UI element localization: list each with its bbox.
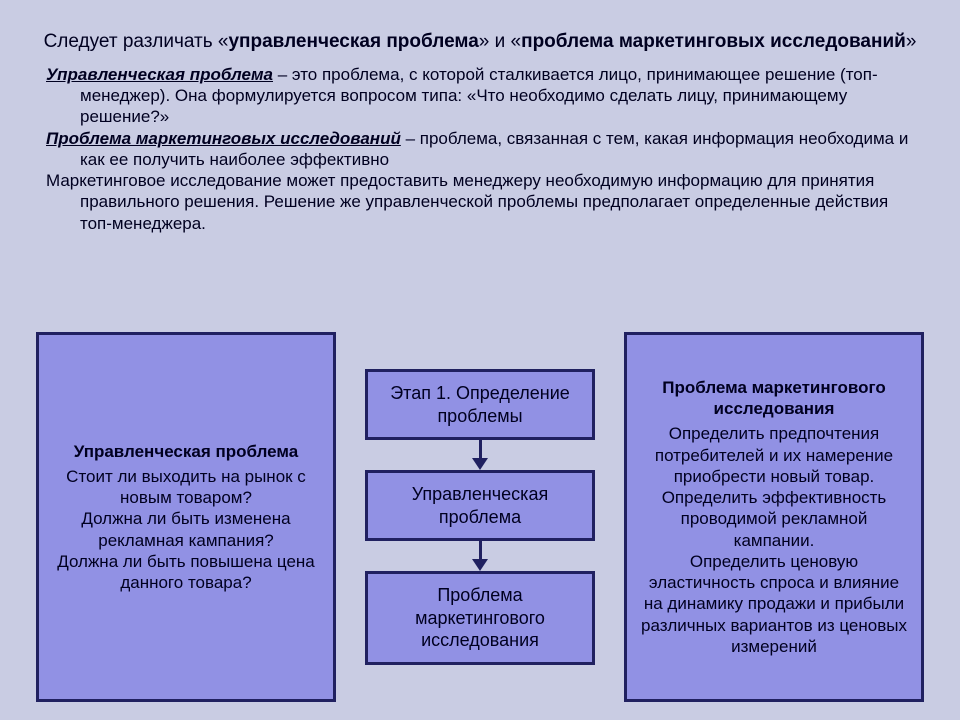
definition-1-term: Управленческая проблема xyxy=(46,65,273,84)
slide: Следует различать «управленческая пробле… xyxy=(0,0,960,720)
definition-3: Маркетинговое исследование может предост… xyxy=(46,170,924,234)
slide-title: Следует различать «управленческая пробле… xyxy=(36,30,924,54)
definition-1: Управленческая проблема – это проблема, … xyxy=(46,64,924,128)
arrow-head-icon xyxy=(472,559,488,571)
left-box-header: Управленческая проблема xyxy=(51,441,321,462)
title-text-e: » xyxy=(906,31,917,52)
middle-column: Этап 1. Определение проблемы Управленчес… xyxy=(358,332,602,702)
definitions-block: Управленческая проблема – это проблема, … xyxy=(36,64,924,234)
title-term-2: проблема маркетинговых исследований xyxy=(521,31,906,52)
right-box-header: Проблема маркетингового исследования xyxy=(639,377,909,420)
arrow-line-icon xyxy=(479,541,482,559)
mid-box-2: Управленческая проблема xyxy=(365,470,595,541)
left-box: Управленческая проблема Стоит ли выходит… xyxy=(36,332,336,702)
arrow-2 xyxy=(472,541,488,571)
title-term-1: управленческая проблема xyxy=(228,31,478,52)
arrow-head-icon xyxy=(472,458,488,470)
left-box-body: Стоит ли выходить на рынок с новым товар… xyxy=(51,466,321,594)
mid-box-1: Этап 1. Определение проблемы xyxy=(365,369,595,440)
title-text-a: Следует различать « xyxy=(44,31,229,52)
right-box-body: Определить предпочтения потребителей и и… xyxy=(639,423,909,657)
definition-2-term: Проблема маркетинговых исследований xyxy=(46,129,401,148)
right-box: Проблема маркетингового исследования Опр… xyxy=(624,332,924,702)
definition-2: Проблема маркетинговых исследований – пр… xyxy=(46,128,924,171)
mid-box-3: Проблема маркетингового исследования xyxy=(365,571,595,665)
arrow-line-icon xyxy=(479,440,482,458)
arrow-1 xyxy=(472,440,488,470)
title-text-c: » и « xyxy=(479,31,521,52)
diagram: Управленческая проблема Стоит ли выходит… xyxy=(36,332,924,702)
